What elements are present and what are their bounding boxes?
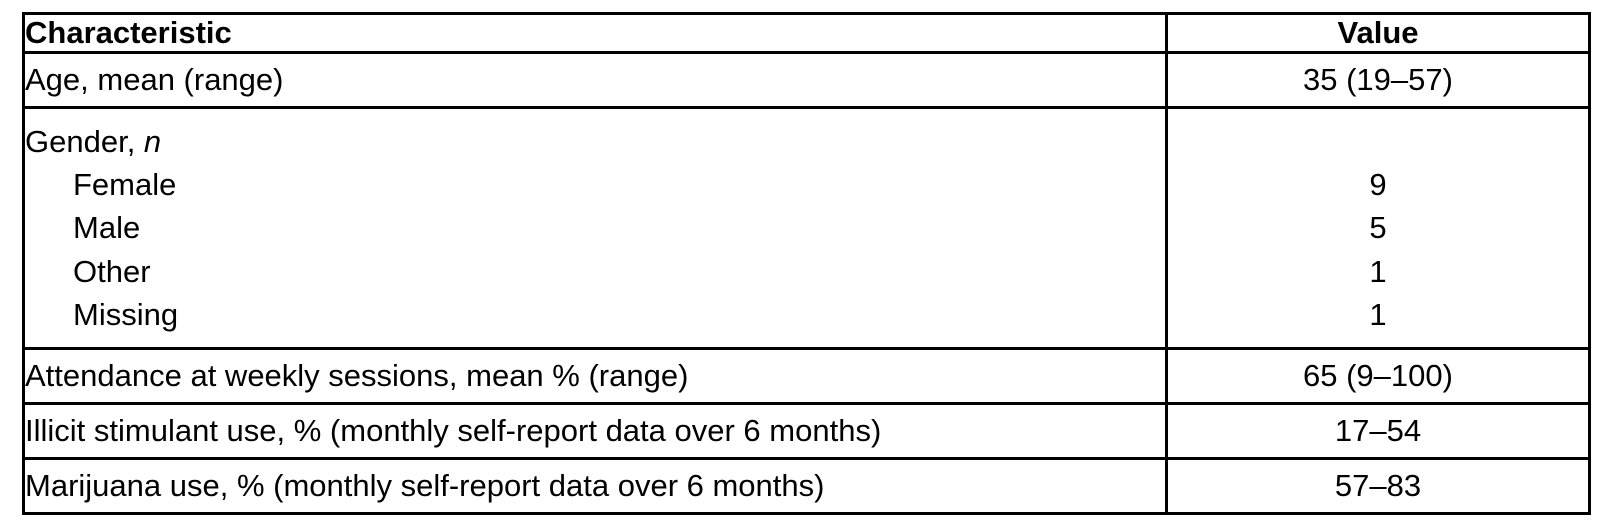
characteristics-table-container: Characteristic Value Age, mean (range) 3… bbox=[22, 12, 1591, 515]
row-label-gender-group: Gender, n Female Male Other Missing bbox=[22, 105, 1168, 351]
gender-item-label-missing: Missing bbox=[73, 297, 179, 333]
column-header-value: Value bbox=[1165, 12, 1591, 54]
gender-group-heading-italic: n bbox=[143, 123, 162, 159]
row-label-attendance: Attendance at weekly sessions, mean % (r… bbox=[22, 347, 1168, 405]
row-value-illicit-stimulant-use: 17–54 bbox=[1165, 402, 1591, 460]
row-label-marijuana-use: Marijuana use, % (monthly self-report da… bbox=[22, 457, 1168, 515]
gender-item-label-female: Female bbox=[73, 166, 177, 202]
table-header: Characteristic Value bbox=[22, 12, 1591, 54]
gender-item-value-female: 9 bbox=[1369, 166, 1387, 202]
gender-item-value-other: 1 bbox=[1369, 253, 1387, 289]
column-header-characteristic: Characteristic bbox=[22, 12, 1168, 54]
gender-group-value-blank bbox=[1168, 120, 1588, 163]
table-row-gender-group: Gender, n Female Male Other Missing 9 5 … bbox=[22, 105, 1591, 351]
gender-group-heading-text: Gender, bbox=[25, 123, 144, 159]
row-label-illicit-stimulant-use: Illicit stimulant use, % (monthly self-r… bbox=[22, 402, 1168, 460]
gender-item-label-other: Other bbox=[73, 253, 151, 289]
table-body: Age, mean (range) 35 (19–57) Gender, n F… bbox=[22, 50, 1591, 515]
table-row: Marijuana use, % (monthly self-report da… bbox=[22, 457, 1591, 515]
participant-characteristics-table: Characteristic Value Age, mean (range) 3… bbox=[22, 12, 1591, 515]
gender-item-label-male: Male bbox=[73, 210, 141, 246]
row-value-marijuana-use: 57–83 bbox=[1165, 457, 1591, 515]
table-header-row: Characteristic Value bbox=[22, 12, 1591, 54]
row-value-gender-group: 9 5 1 1 bbox=[1165, 105, 1591, 351]
row-value-attendance: 65 (9–100) bbox=[1165, 347, 1591, 405]
table-row: Age, mean (range) 35 (19–57) bbox=[22, 50, 1591, 109]
row-label-age: Age, mean (range) bbox=[22, 50, 1168, 109]
gender-item-value-male: 5 bbox=[1369, 210, 1387, 246]
table-row: Illicit stimulant use, % (monthly self-r… bbox=[22, 402, 1591, 460]
row-value-age: 35 (19–57) bbox=[1165, 50, 1591, 109]
gender-group-heading: Gender, n bbox=[25, 120, 1165, 163]
gender-item-value-missing: 1 bbox=[1369, 297, 1387, 333]
table-row: Attendance at weekly sessions, mean % (r… bbox=[22, 347, 1591, 405]
